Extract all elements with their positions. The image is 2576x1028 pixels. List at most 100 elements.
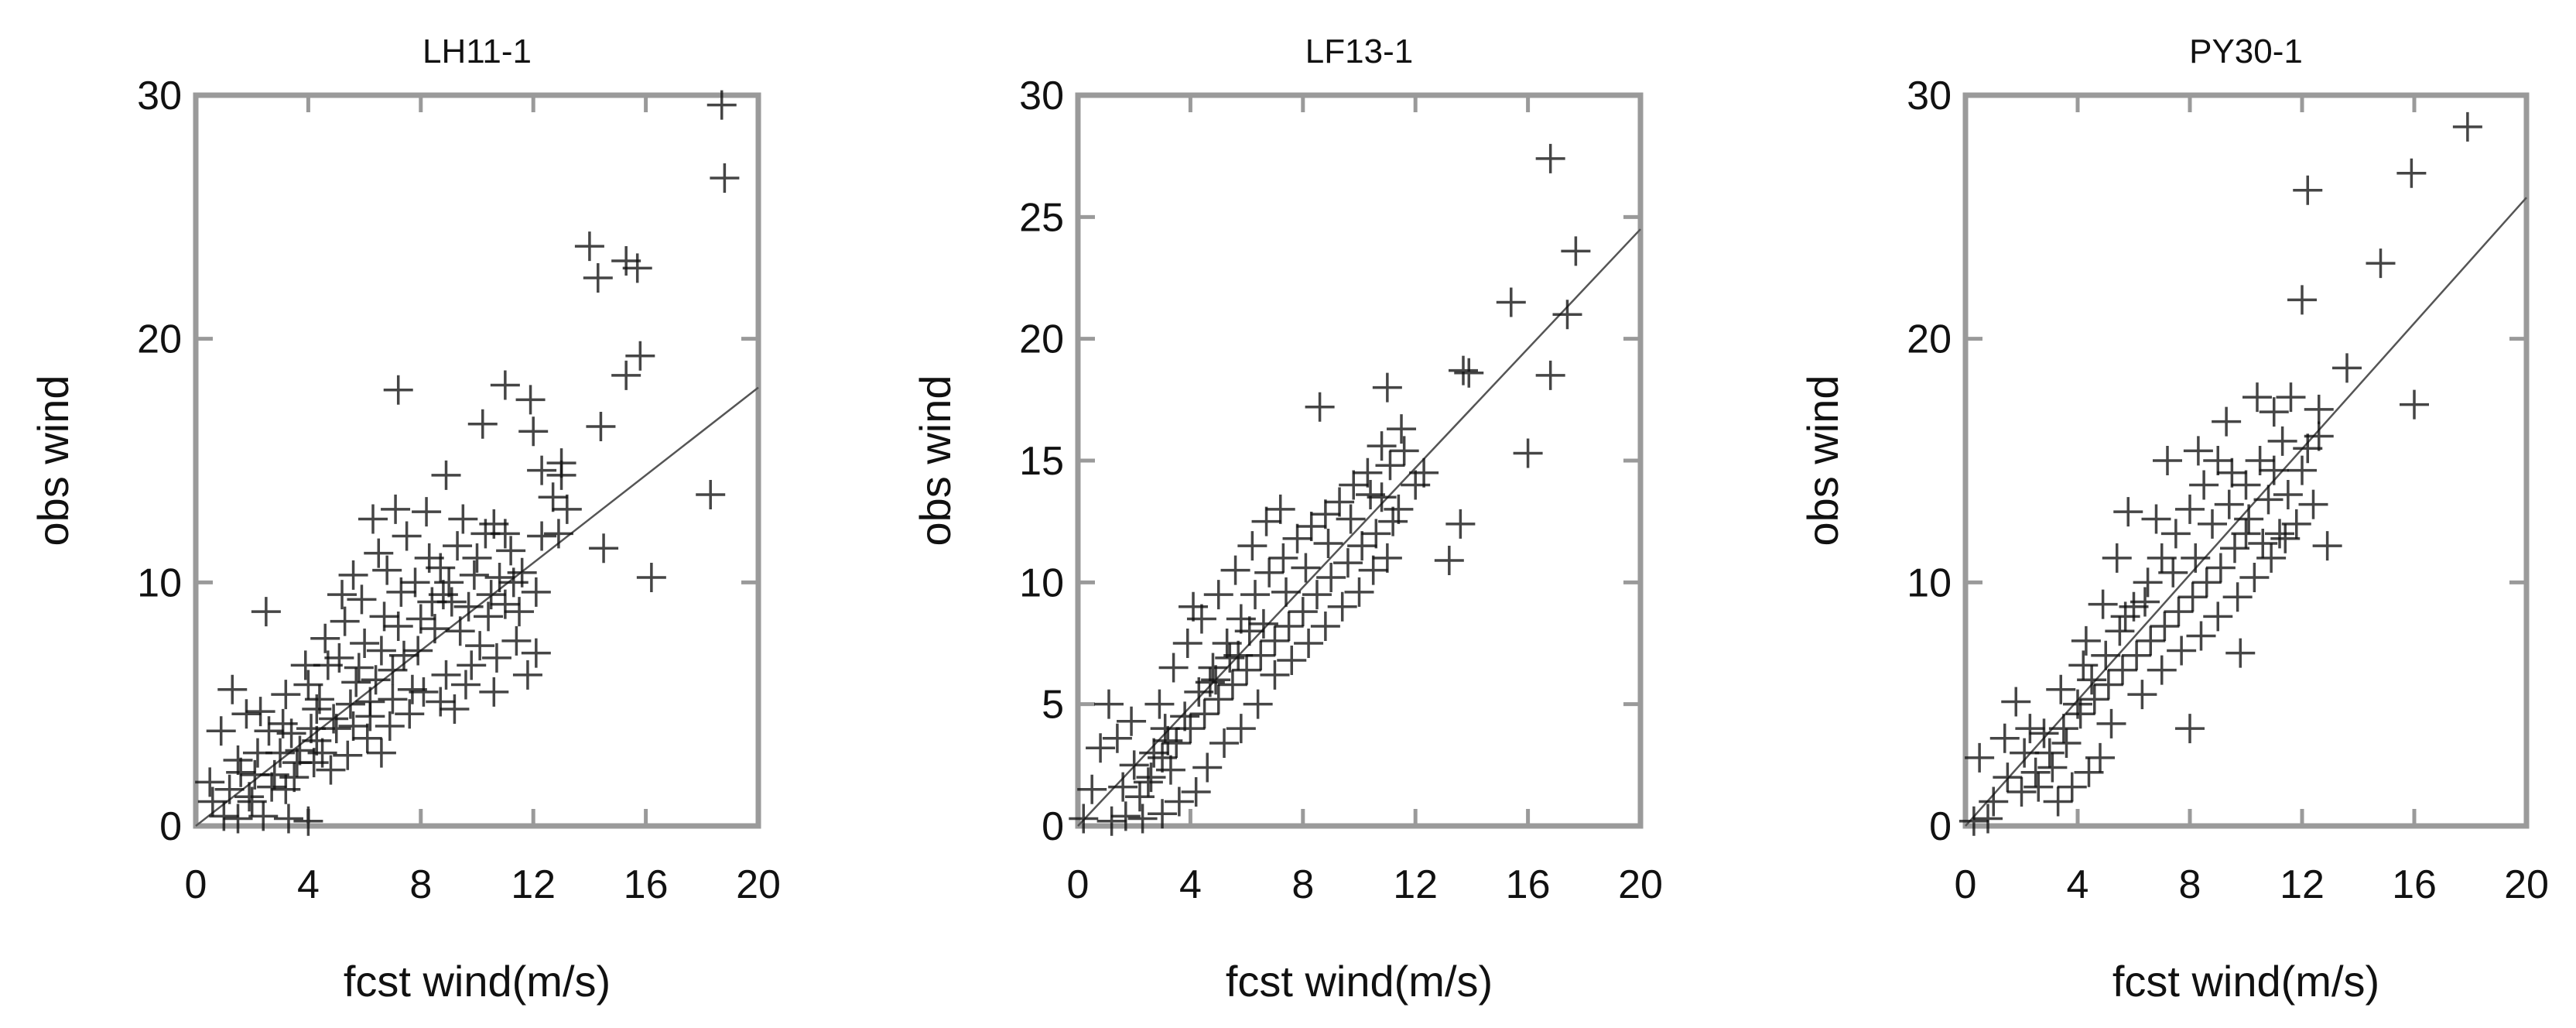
data-point	[1367, 482, 1397, 512]
data-point	[1389, 436, 1419, 466]
data-point	[479, 677, 509, 707]
data-point	[2273, 480, 2303, 510]
data-point	[1277, 646, 1307, 676]
data-point	[1561, 236, 1591, 266]
data-point	[206, 716, 236, 746]
data-point	[2122, 640, 2152, 670]
data-point	[440, 694, 470, 724]
data-point	[400, 567, 430, 598]
y-tick-label: 20	[137, 317, 182, 362]
data-point	[546, 448, 576, 478]
x-tick-label: 16	[624, 862, 669, 907]
data-point	[498, 567, 529, 598]
data-point	[1268, 543, 1298, 573]
data-point	[1294, 629, 1324, 658]
y-tick-label: 30	[1907, 74, 1952, 118]
data-point	[2212, 406, 2242, 437]
data-point	[1226, 714, 1256, 744]
data-point	[1161, 728, 1192, 759]
data-point	[552, 494, 582, 524]
data-point	[1215, 642, 1245, 673]
data-point	[333, 740, 363, 770]
data-point	[1069, 804, 1099, 834]
data-point	[321, 714, 351, 744]
data-point	[2147, 655, 2177, 685]
data-point	[1077, 774, 1107, 804]
data-point	[1108, 772, 1138, 802]
data-point	[1535, 143, 1565, 173]
data-point	[195, 767, 225, 797]
data-point	[1243, 689, 1273, 719]
data-point	[1372, 543, 1402, 573]
data-point	[1265, 494, 1295, 524]
data-point	[1139, 738, 1169, 768]
data-point	[324, 642, 354, 673]
data-point	[2220, 533, 2249, 564]
x-axis-label: fcst wind(m/s)	[344, 957, 611, 1006]
data-point	[383, 375, 413, 405]
data-point	[1973, 804, 2003, 834]
data-point	[2133, 567, 2163, 598]
data-point	[426, 553, 456, 583]
data-point	[512, 660, 542, 690]
data-point	[1347, 531, 1377, 561]
y-tick-label: 0	[1929, 804, 1952, 849]
data-point	[465, 631, 495, 661]
data-point	[361, 665, 391, 695]
data-point	[2175, 494, 2205, 524]
data-point	[1144, 689, 1175, 719]
data-point	[1387, 414, 1417, 444]
data-point	[625, 341, 655, 371]
data-point	[251, 597, 281, 627]
data-point	[1448, 355, 1478, 386]
data-point	[1148, 742, 1178, 773]
data-point	[1148, 799, 1178, 829]
data-point	[1155, 755, 1185, 785]
data-point	[417, 587, 447, 617]
data-point	[589, 533, 619, 564]
data-point	[276, 718, 306, 749]
data-point	[226, 757, 256, 787]
data-point	[2093, 670, 2123, 700]
data-point	[271, 680, 301, 710]
data-point	[2281, 509, 2311, 539]
data-point	[445, 616, 475, 646]
data-point	[2186, 621, 2216, 651]
data-point	[223, 745, 253, 776]
data-point	[1965, 742, 1995, 773]
y-axis-label: obs wind	[29, 375, 77, 546]
data-point	[543, 519, 573, 549]
data-point	[2312, 531, 2342, 561]
data-point	[1344, 577, 1374, 607]
data-point	[2034, 738, 2065, 768]
data-point	[273, 804, 303, 834]
data-point	[2164, 597, 2194, 627]
x-tick-label: 20	[2504, 862, 2549, 907]
data-point	[2242, 382, 2272, 413]
data-point	[2015, 714, 2045, 744]
data-point	[2181, 543, 2211, 573]
data-point	[1133, 767, 1163, 797]
data-point	[462, 543, 492, 573]
data-point	[245, 697, 275, 727]
data-point	[583, 263, 613, 293]
y-tick-label: 30	[1019, 74, 1064, 118]
data-point	[1172, 629, 1202, 658]
data-point	[338, 711, 368, 741]
data-point	[293, 670, 323, 700]
x-tick-label: 8	[1291, 862, 1314, 907]
data-point	[293, 806, 323, 836]
data-point	[1325, 487, 1355, 517]
data-point	[341, 667, 371, 697]
data-point	[505, 597, 535, 627]
data-point	[484, 563, 515, 593]
data-point	[2105, 616, 2135, 646]
data-point	[2153, 446, 2182, 475]
data-point	[335, 689, 365, 719]
data-point	[257, 772, 287, 802]
data-point	[2198, 509, 2227, 539]
x-tick-label: 4	[2067, 862, 2089, 907]
data-point	[1979, 786, 2009, 817]
data-point	[1271, 577, 1301, 607]
data-point	[636, 563, 666, 593]
